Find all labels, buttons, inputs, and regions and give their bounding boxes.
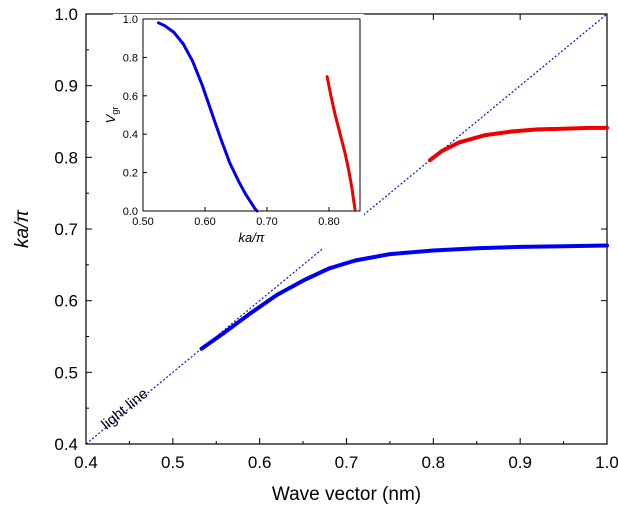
main-x-tick-label: 0.5: [161, 453, 185, 472]
dispersion-curve-red: [427, 125, 609, 163]
inset-x-tick-label: 0.60: [194, 216, 215, 228]
inset-y-axis-label: Vgr: [103, 107, 120, 124]
main-x-axis-label: Wave vector (nm): [272, 484, 421, 505]
main-x-tick-label: 0.8: [422, 453, 446, 472]
main-y-tick-label: 1.0: [54, 5, 78, 24]
main-y-tick-label: 0.8: [54, 148, 78, 167]
inset-y-axis: 0.0 0.2 0.4 0.6 0.8 1.0: [123, 14, 147, 218]
inset-y-tick-label: 0.4: [123, 129, 138, 141]
inset-y-tick-label: 0.8: [123, 52, 138, 64]
inset-y-tick-label: 0.2: [123, 168, 138, 180]
main-x-tick-label: 1.0: [595, 453, 618, 472]
inset-y-tick-label: 1.0: [123, 14, 138, 26]
inset-background: [113, 14, 364, 248]
inset-y-tick-label: 0.0: [123, 206, 138, 218]
inset-x-axis: 0.50 0.60 0.70 0.80: [132, 207, 340, 228]
inset-x-tick-label: 0.70: [256, 216, 277, 228]
main-y-tick-label: 0.7: [54, 220, 78, 239]
inset-y-axis-label-sub: gr: [110, 107, 120, 115]
inset-x-tick-label: 0.50: [132, 216, 153, 228]
light-line-annotation: light line: [98, 385, 151, 433]
main-x-tick-label: 0.7: [335, 453, 359, 472]
main-y-tick-label: 0.6: [54, 292, 78, 311]
main-y-axis: 0.4 0.5 0.6 0.7 0.8 0.9 1.0: [54, 5, 607, 454]
main-y-tick-label: 0.4: [54, 435, 78, 454]
main-x-axis: 0.4 0.5 0.6 0.7 0.8 0.9 1.0: [74, 14, 618, 472]
inset-plot-series: [157, 21, 357, 213]
main-y-axis-label-text: ka/π: [12, 209, 33, 248]
main-y-tick-label: 0.5: [54, 363, 78, 382]
inset-curve-blue: [157, 21, 259, 213]
main-x-tick-label: 0.9: [508, 453, 532, 472]
inset-curve-red: [325, 75, 357, 211]
inset-plot: 0.50 0.60 0.70 0.80 0.0 0.2 0.4 0.6 0.8 1.0 ka/π…: [103, 14, 364, 248]
main-x-tick-label: 0.6: [248, 453, 272, 472]
main-x-tick-label: 0.4: [74, 453, 98, 472]
inset-y-axis-label-main: V: [103, 113, 118, 123]
main-plot: 0.4 0.5 0.6 0.7 0.8 0.9 1.0 0.4 0.5 0.6 0.7 0.8 0.9…: [12, 5, 618, 505]
main-y-axis-label: ka/π: [12, 209, 33, 248]
inset-x-axis-label-text: ka/π: [238, 230, 264, 245]
inset-y-tick-label: 0.6: [123, 91, 138, 103]
main-y-tick-label: 0.9: [54, 77, 78, 96]
inset-plot-frame: [142, 18, 361, 212]
inset-x-tick-label: 0.80: [318, 216, 339, 228]
inset-x-axis-label: ka/π: [238, 230, 264, 245]
dispersion-curve-blue: [199, 243, 609, 351]
